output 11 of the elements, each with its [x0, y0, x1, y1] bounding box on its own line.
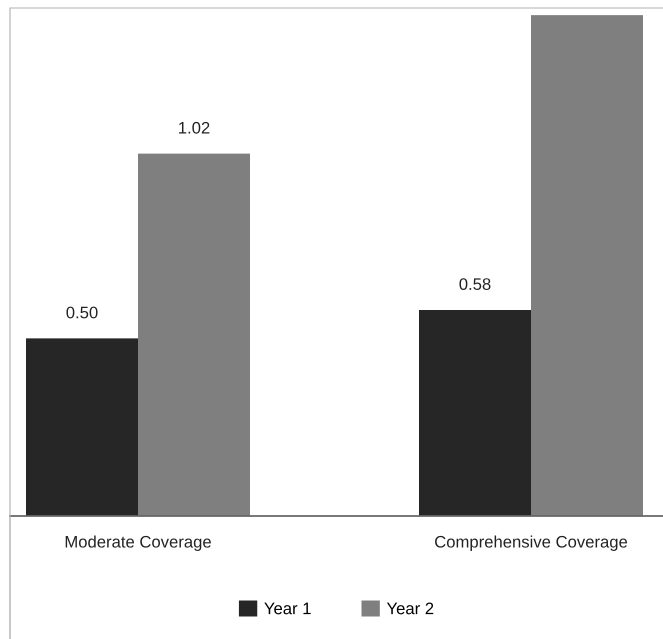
- legend-label: Year 2: [386, 602, 434, 614]
- bar: [531, 15, 644, 516]
- bar: [138, 154, 250, 516]
- data-label: 1.02: [179, 122, 210, 134]
- x-tick-label: Moderate Coverage: [66, 535, 211, 551]
- bar: [418, 310, 531, 516]
- x-tick-label: Comprehensive Coverage: [435, 535, 628, 551]
- data-label: 0.50: [66, 306, 98, 318]
- data-label: 0.58: [459, 278, 490, 290]
- bar: [26, 338, 138, 516]
- legend-label: Year 1: [264, 602, 311, 614]
